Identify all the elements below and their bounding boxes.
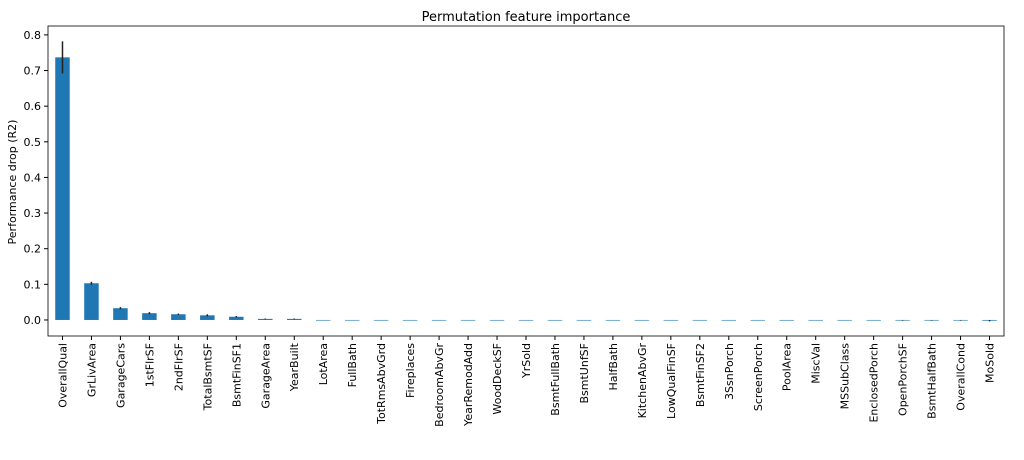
y-tick-label: 0.5 bbox=[24, 136, 42, 149]
x-tick-label: TotalBsmtSF bbox=[201, 343, 214, 411]
bar bbox=[460, 319, 476, 321]
y-tick-label: 0.8 bbox=[24, 29, 42, 42]
x-tick-label: YearRemodAdd bbox=[462, 343, 475, 427]
bar bbox=[750, 319, 765, 321]
y-tick-label: 0.2 bbox=[24, 243, 42, 256]
x-tick-label: MiscVal bbox=[810, 343, 823, 384]
bar bbox=[692, 319, 708, 321]
x-tick-label: BsmtFullBath bbox=[549, 343, 562, 416]
bar bbox=[605, 319, 621, 321]
x-tick-label: BedroomAbvGr bbox=[433, 343, 446, 427]
x-tick-label: EnclosedPorch bbox=[868, 343, 881, 423]
x-tick-label: MSSubClass bbox=[839, 343, 852, 410]
plot-frame bbox=[47, 25, 1005, 337]
x-tick-label: BsmtUnfSF bbox=[578, 343, 591, 404]
bar bbox=[547, 319, 563, 321]
y-tick-label: 0.6 bbox=[24, 100, 42, 113]
y-tick-label: 0.1 bbox=[24, 278, 42, 291]
bar bbox=[171, 314, 186, 320]
bar bbox=[113, 308, 128, 320]
x-tick-label: Fireplaces bbox=[404, 343, 417, 398]
x-tick-label: LowQualFinSF bbox=[665, 343, 678, 419]
bar bbox=[837, 319, 852, 321]
bar bbox=[866, 319, 881, 321]
y-tick-label: 0.7 bbox=[24, 65, 42, 78]
x-tick-label: BsmtFinSF1 bbox=[230, 343, 243, 407]
bar bbox=[315, 319, 331, 321]
x-tick-label: OverallQual bbox=[56, 343, 69, 408]
bar bbox=[431, 319, 447, 321]
bar bbox=[808, 319, 823, 321]
x-tick-label: OpenPorchSF bbox=[897, 343, 910, 416]
bar bbox=[344, 319, 360, 321]
x-tick-label: 3SsnPorch bbox=[723, 343, 736, 400]
x-tick-label: BsmtFinSF2 bbox=[694, 343, 707, 407]
bar bbox=[518, 319, 534, 321]
bar bbox=[84, 283, 99, 320]
x-tick-label: FullBath bbox=[346, 343, 359, 387]
chart-title: Permutation feature importance bbox=[422, 10, 631, 25]
x-tick-label: BsmtHalfBath bbox=[926, 343, 939, 419]
y-axis-label: Performance drop (R2) bbox=[6, 120, 19, 245]
bar bbox=[258, 318, 273, 320]
x-tick-label: PoolArea bbox=[781, 343, 794, 391]
x-tick-label: HalfBath bbox=[607, 343, 620, 391]
bar bbox=[142, 313, 157, 320]
x-tick-label: GrLivArea bbox=[85, 343, 98, 397]
y-tick-label: 0.4 bbox=[24, 171, 42, 184]
bar bbox=[402, 319, 418, 321]
bar bbox=[373, 319, 389, 321]
x-tick-label: YearBuilt bbox=[288, 342, 301, 392]
x-tick-label: YrSold bbox=[520, 343, 533, 379]
y-tick-label: 0.3 bbox=[24, 207, 42, 220]
bar bbox=[55, 57, 70, 320]
x-tick-label: 2ndFlrSF bbox=[172, 343, 185, 391]
bar bbox=[576, 319, 592, 321]
x-tick-label: KitchenAbvGr bbox=[636, 343, 649, 419]
x-tick-label: ScreenPorch bbox=[752, 343, 765, 411]
bar bbox=[721, 319, 737, 321]
x-tick-label: 1stFlrSF bbox=[143, 343, 156, 387]
bar bbox=[779, 319, 794, 321]
bar bbox=[200, 315, 215, 320]
bar bbox=[229, 316, 244, 320]
x-tick-label: MoSold bbox=[984, 343, 997, 383]
x-tick-label: WoodDeckSF bbox=[491, 343, 504, 415]
x-tick-label: OverallCond bbox=[955, 343, 968, 411]
bar bbox=[634, 319, 650, 321]
x-tick-label: TotRmsAbvGrd bbox=[375, 343, 388, 425]
x-tick-label: GarageArea bbox=[259, 343, 272, 409]
y-tick-label: 0.0 bbox=[24, 314, 42, 327]
x-tick-label: LotArea bbox=[317, 343, 330, 385]
bar bbox=[287, 318, 302, 320]
bar bbox=[489, 319, 505, 321]
bar bbox=[663, 319, 679, 321]
x-tick-label: GarageCars bbox=[114, 343, 127, 408]
